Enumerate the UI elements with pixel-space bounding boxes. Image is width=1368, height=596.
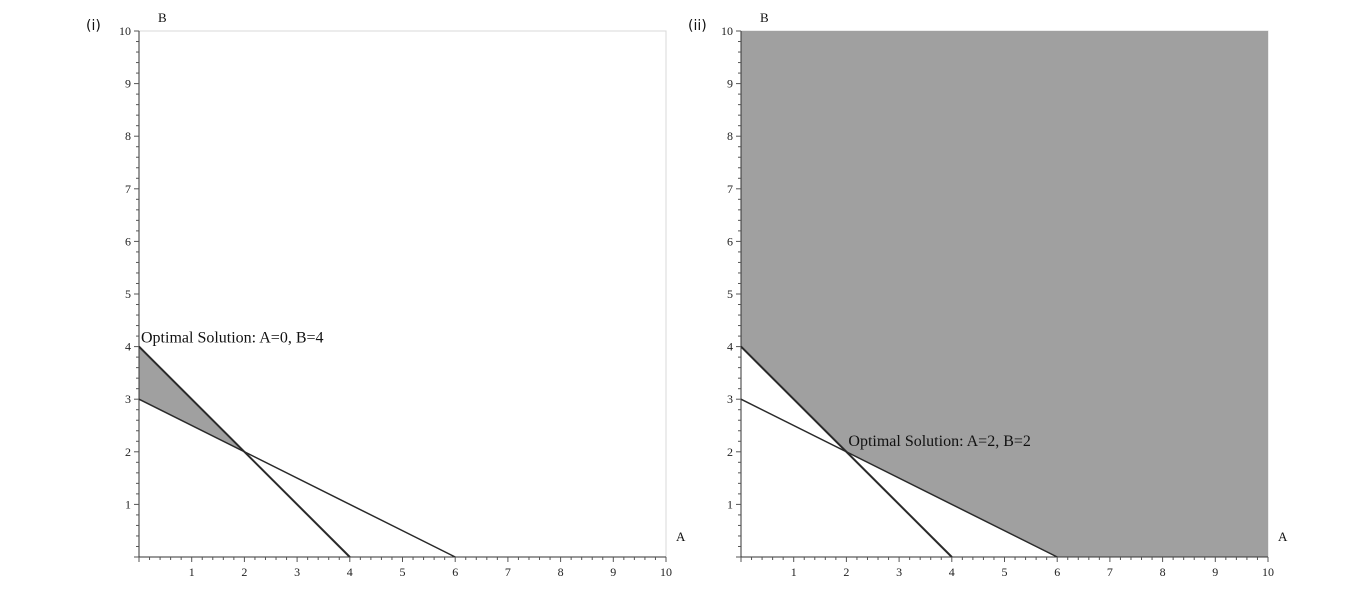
optimal-solution-annotation: Optimal Solution: A=0, B=4 bbox=[141, 330, 324, 347]
y-tick-label: 9 bbox=[727, 77, 733, 91]
x-tick-label: 5 bbox=[400, 565, 406, 579]
panel-label: (ii) bbox=[688, 18, 707, 34]
optimal-solution-annotation: Optimal Solution: A=2, B=2 bbox=[848, 433, 1031, 450]
y-tick-label: 2 bbox=[125, 445, 131, 459]
constraint-line-2 bbox=[138, 398, 456, 558]
y-tick-label: 6 bbox=[727, 234, 733, 248]
x-tick-label: 2 bbox=[843, 565, 849, 579]
y-axis-title: B bbox=[760, 10, 769, 25]
feasible-region bbox=[741, 31, 1268, 557]
x-tick-label: 8 bbox=[1160, 565, 1166, 579]
y-tick-label: 6 bbox=[125, 234, 131, 248]
x-tick-label: 8 bbox=[558, 565, 564, 579]
y-tick-label: 7 bbox=[125, 182, 131, 196]
y-tick-label: 1 bbox=[125, 497, 131, 511]
chart-panel-2: 1 2 3 4 5 6 7 8 9 10 1 2 3 4 5 6 7 8 9 10 B A (ii) Optimal Solu… bbox=[688, 10, 1288, 579]
y-tick-label: 1 bbox=[727, 497, 733, 511]
y-tick-label: 5 bbox=[727, 287, 733, 301]
y-tick-label: 3 bbox=[727, 392, 733, 406]
x-tick-label: 10 bbox=[1262, 565, 1274, 579]
x-tick-label: 4 bbox=[347, 565, 353, 579]
y-tick-label: 10 bbox=[119, 24, 131, 38]
x-tick-label: 1 bbox=[189, 565, 195, 579]
x-tick-label: 2 bbox=[241, 565, 247, 579]
chart-panel-1: 1 2 3 4 5 6 7 8 9 10 1 2 3 4 5 6 7 8 9 10 B A (i) Optimal Solut… bbox=[86, 10, 686, 579]
x-tick-label: 3 bbox=[896, 565, 902, 579]
x-tick-label: 3 bbox=[294, 565, 300, 579]
x-tick-label: 6 bbox=[1054, 565, 1060, 579]
y-tick-label: 8 bbox=[727, 129, 733, 143]
y-tick-label: 4 bbox=[125, 340, 131, 354]
x-tick-label: 9 bbox=[1212, 565, 1218, 579]
x-tick-label: 6 bbox=[452, 565, 458, 579]
x-tick-label: 1 bbox=[791, 565, 797, 579]
y-tick-label: 8 bbox=[125, 129, 131, 143]
x-tick-label: 7 bbox=[1107, 565, 1113, 579]
y-tick-label: 5 bbox=[125, 287, 131, 301]
x-tick-label: 5 bbox=[1002, 565, 1008, 579]
y-tick-label: 4 bbox=[727, 340, 733, 354]
constraint-line-2 bbox=[740, 398, 1058, 558]
y-tick-label: 7 bbox=[727, 182, 733, 196]
panel-label: (i) bbox=[86, 18, 101, 34]
x-axis-title: A bbox=[676, 529, 686, 544]
x-tick-label: 9 bbox=[610, 565, 616, 579]
plot-frame bbox=[139, 30, 667, 557]
y-axis-title: B bbox=[158, 10, 167, 25]
y-tick-label: 9 bbox=[125, 77, 131, 91]
y-tick-label: 3 bbox=[125, 392, 131, 406]
y-tick-label: 10 bbox=[721, 24, 733, 38]
x-tick-label: 10 bbox=[660, 565, 672, 579]
x-tick-label: 4 bbox=[949, 565, 955, 579]
x-axis-title: A bbox=[1278, 529, 1288, 544]
y-tick-label: 2 bbox=[727, 445, 733, 459]
x-tick-label: 7 bbox=[505, 565, 511, 579]
